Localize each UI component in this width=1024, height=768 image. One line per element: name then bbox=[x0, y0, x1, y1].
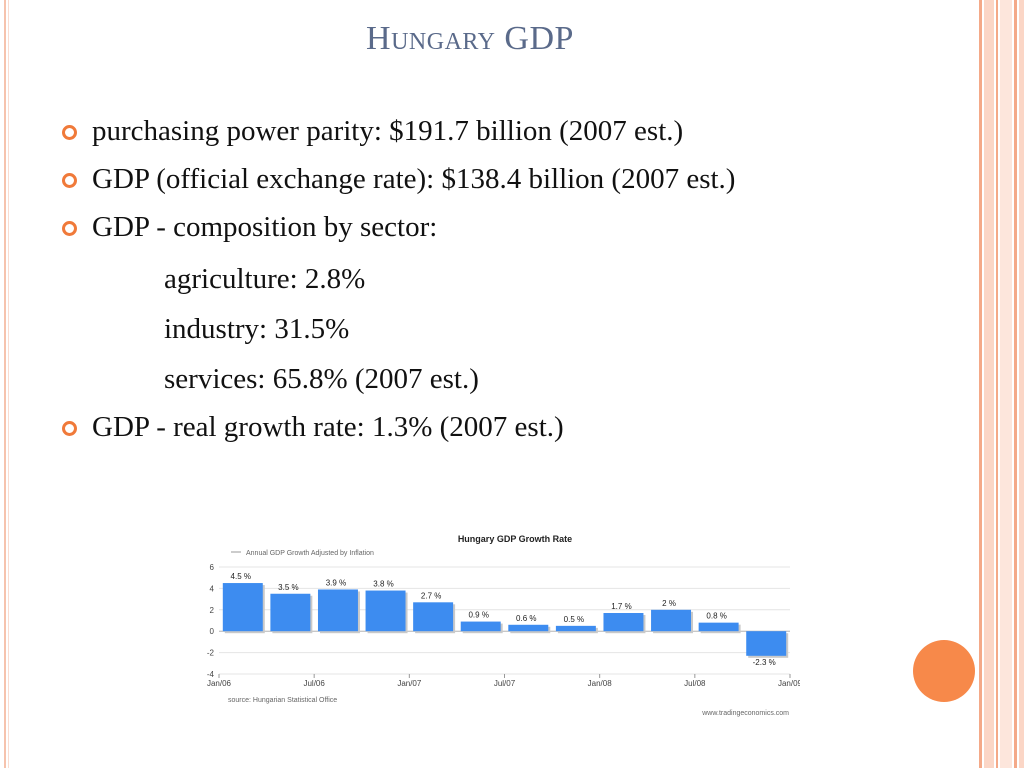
data-label: 0.9 % bbox=[468, 611, 488, 620]
chart-credit: www.tradingeconomics.com bbox=[701, 710, 789, 717]
y-tick-label: -2 bbox=[207, 649, 215, 658]
y-tick-label: 0 bbox=[210, 627, 215, 636]
bullet-item: GDP - composition by sector: bbox=[60, 206, 890, 248]
bar bbox=[365, 590, 406, 632]
bullet-list: purchasing power parity: $191.7 billion … bbox=[60, 110, 890, 454]
data-label: 3.9 % bbox=[326, 578, 346, 587]
bar bbox=[603, 613, 644, 632]
data-label: 2.7 % bbox=[421, 591, 441, 600]
data-label: 0.8 % bbox=[706, 612, 726, 621]
x-tick-label: Jan/07 bbox=[397, 679, 422, 688]
data-label: 2 % bbox=[662, 599, 676, 608]
bullet-marker-icon bbox=[62, 221, 77, 236]
left-frame-decoration bbox=[0, 0, 12, 768]
bullet-text: purchasing power parity: $191.7 billion … bbox=[92, 115, 684, 147]
bullet-item: GDP - real growth rate: 1.3% (2007 est.) bbox=[60, 406, 890, 448]
bullet-item: GDP (official exchange rate): $138.4 bil… bbox=[60, 158, 890, 200]
data-label: 0.5 % bbox=[564, 615, 584, 624]
y-tick-label: 6 bbox=[210, 563, 215, 572]
x-tick-label: Jul/06 bbox=[303, 679, 325, 688]
x-tick-label: Jul/08 bbox=[684, 679, 706, 688]
x-tick-label: Jan/06 bbox=[207, 679, 232, 688]
gdp-growth-chart: Hungary GDP Growth Rate Annual GDP Growt… bbox=[195, 530, 803, 720]
data-label: 4.5 % bbox=[231, 572, 251, 581]
chart-svg: Hungary GDP Growth Rate Annual GDP Growt… bbox=[207, 534, 803, 717]
bar bbox=[222, 583, 263, 632]
bullet-marker-icon bbox=[62, 421, 77, 436]
x-tick-label: Jul/07 bbox=[494, 679, 516, 688]
bar bbox=[746, 631, 787, 656]
data-label: 3.5 % bbox=[278, 583, 298, 592]
sector-line: industry: 31.5% bbox=[164, 313, 350, 345]
chart-legend: Annual GDP Growth Adjusted by Inflation bbox=[246, 550, 374, 557]
right-frame-decoration bbox=[979, 0, 1024, 768]
bullet-text: GDP - composition by sector: bbox=[92, 211, 438, 243]
x-axis: Jan/06 Jul/06 Jan/07 Jul/07 Jan/08 Jul/08 Jan/… bbox=[207, 674, 803, 688]
bar bbox=[317, 589, 358, 632]
data-label: -2.3 % bbox=[753, 658, 776, 667]
bullet-text: GDP (official exchange rate): $138.4 bil… bbox=[92, 163, 736, 195]
bar bbox=[508, 624, 549, 632]
y-tick-label: 2 bbox=[210, 606, 215, 615]
x-tick-label: Jan/08 bbox=[588, 679, 613, 688]
bullet-marker-icon bbox=[62, 173, 77, 188]
bars: 4.5 % 3.5 % 3.9 % 3.8 % 2.7 % 0.9 % 0.6 % 0.5 %… bbox=[222, 572, 789, 667]
chart-source: source: Hungarian Statistical Office bbox=[228, 697, 337, 704]
bullet-item: purchasing power parity: $191.7 billion … bbox=[60, 110, 890, 152]
sector-line: services: 65.8% (2007 est.) bbox=[164, 363, 479, 395]
bar bbox=[460, 621, 501, 632]
data-label: 3.8 % bbox=[373, 580, 393, 589]
decorative-circle bbox=[913, 640, 975, 702]
bullet-marker-icon bbox=[62, 125, 77, 140]
sector-line: agriculture: 2.8% bbox=[164, 263, 366, 295]
y-tick-label: -4 bbox=[207, 670, 215, 679]
bar bbox=[413, 602, 454, 632]
bar bbox=[698, 622, 739, 632]
x-tick-label: Jan/09 bbox=[778, 679, 800, 688]
y-tick-label: 4 bbox=[210, 584, 215, 593]
data-label: 1.7 % bbox=[611, 602, 631, 611]
slide-title: Hungary GDP bbox=[366, 20, 574, 57]
y-axis: 6 4 2 0 -2 -4 bbox=[207, 563, 215, 679]
bullet-text: GDP - real growth rate: 1.3% (2007 est.) bbox=[92, 411, 564, 443]
data-label: 0.6 % bbox=[516, 614, 536, 623]
bar bbox=[651, 609, 692, 632]
chart-title: Hungary GDP Growth Rate bbox=[458, 534, 572, 544]
bar bbox=[270, 593, 311, 632]
bar bbox=[555, 625, 596, 632]
